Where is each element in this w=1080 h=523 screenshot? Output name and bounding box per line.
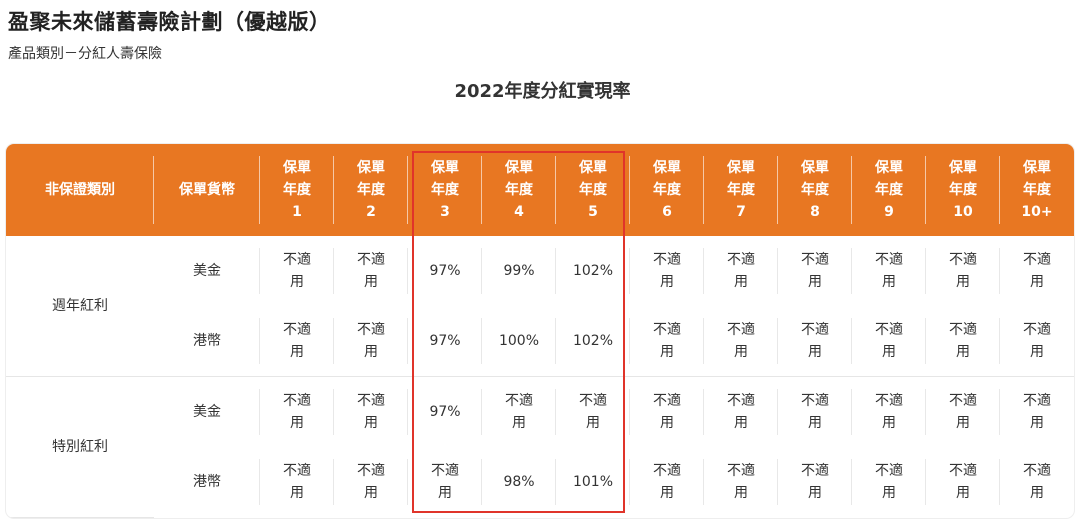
header-policy-year-11: 保單 年度 10+ [1000, 144, 1074, 236]
rate-cell-year-2: 不適用 [334, 447, 408, 517]
table-row: 週年紅利 美金 不適用不適用 97% 99% 102% 不適用不適用不適用不適用不適用不適用 [6, 236, 1074, 377]
header-policy-year-6: 保單 年度 6 [630, 144, 704, 236]
rate-cell-year-3: 97% [408, 306, 482, 377]
rate-cell-year-4: 99% [482, 236, 556, 306]
table-body: 週年紅利 美金 不適用不適用 97% 99% 102% 不適用不適用不適用不適用不適用不適用… [6, 236, 1074, 518]
header-category: 非保證類別 [6, 144, 154, 236]
row-currency: 美金 [154, 377, 260, 448]
rate-cell-year-11: 不適用 [1023, 393, 1051, 431]
rate-cell-year-3: 97% [408, 377, 482, 448]
header-policy-year-7: 保單 年度 7 [704, 144, 778, 236]
rate-cell-year-3: 不適用 [408, 447, 482, 517]
header-policy-year-4: 保單 年度 4 [482, 144, 556, 236]
row-category: 週年紅利 [6, 236, 154, 377]
rate-cell-year-8: 不適用 [778, 447, 852, 517]
rate-cell-year-4: 不適用 [482, 377, 556, 448]
rate-cell-year-7: 不適用 [704, 236, 778, 306]
rate-cell-year-9: 不適用 [852, 447, 926, 517]
product-category: 產品類別－分紅人壽保險 [8, 46, 162, 62]
row-currency: 港幣 [154, 306, 260, 377]
row-currency: 港幣 [154, 447, 260, 517]
header-policy-year-9: 保單 年度 9 [852, 144, 926, 236]
rate-cell-year-1: 不適用 [260, 447, 334, 517]
table-row: 港幣 不適用不適用不適用 98% 101% 不適用不適用不適用不適用不適用不適用 [6, 447, 1074, 517]
rate-cell-year-4: 98% [482, 447, 556, 517]
header-policy-year-3: 保單 年度 3 [408, 144, 482, 236]
row-category: 特別紅利 [6, 376, 154, 518]
rate-cell-year-7: 不適用 [704, 447, 778, 517]
rate-cell-year-3: 97% [408, 236, 482, 306]
rate-cell-year-10: 不適用 [926, 377, 1000, 448]
rate-cell-year-5: 102% [556, 236, 630, 306]
table-header-row: 非保證類別 保單貨幣 保單 年度 1 保單 年度 2 保單 年度 3 保單 年度 4 保單 年度 5 保單 年度… [6, 144, 1074, 236]
table-row: 特別紅利 美金 不適用不適用 97% 不適用不適用不適用不適用不適用不適用不適用不適用 [6, 376, 1074, 518]
rate-cell-year-6: 不適用 [630, 447, 704, 517]
rate-cell-year-7: 不適用 [704, 377, 778, 448]
dividend-rate-table: 非保證類別 保單貨幣 保單 年度 1 保單 年度 2 保單 年度 3 保單 年度 4 保單 年度 5 保單 年度… [6, 144, 1074, 518]
rate-cell-year-5: 不適用 [556, 377, 630, 448]
header-currency: 保單貨幣 [154, 144, 260, 236]
rate-cell-year-9: 不適用 [852, 306, 926, 377]
rate-cell-year-5: 102% [556, 306, 630, 377]
product-title: 盈聚未來儲蓄壽險計劃（優越版） [8, 10, 331, 34]
rate-cell-year-6: 不適用 [630, 306, 704, 377]
rate-cell-year-11: 不適用 [1023, 252, 1051, 290]
table-row: 港幣 不適用不適用 97% 100% 102% 不適用不適用不適用不適用不適用不適用 [6, 306, 1074, 377]
header-policy-year-5: 保單 年度 5 [556, 144, 630, 236]
rate-cell-year-9: 不適用 [852, 236, 926, 306]
rate-cell-year-8: 不適用 [778, 377, 852, 448]
header-policy-year-2: 保單 年度 2 [334, 144, 408, 236]
rate-cell-year-10: 不適用 [926, 236, 1000, 306]
rate-cell-year-8: 不適用 [778, 236, 852, 306]
rate-cell-year-1: 不適用 [260, 306, 334, 377]
rate-cell-year-1: 不適用 [260, 236, 334, 306]
rate-cell-year-2: 不適用 [334, 236, 408, 306]
rate-cell-year-8: 不適用 [778, 306, 852, 377]
rate-cell-year-2: 不適用 [334, 306, 408, 377]
rate-cell-year-11: 不適用 [1000, 306, 1074, 377]
rate-cell-year-4: 100% [482, 306, 556, 377]
rate-cell-year-2: 不適用 [334, 377, 408, 448]
rate-cell-year-1: 不適用 [260, 377, 334, 448]
header-policy-year-10: 保單 年度 10 [926, 144, 1000, 236]
rate-cell-year-7: 不適用 [704, 306, 778, 377]
rate-cell-year-9: 不適用 [852, 377, 926, 448]
rate-cell-year-6: 不適用 [630, 377, 704, 448]
rate-cell-year-10: 不適用 [926, 306, 1000, 377]
rate-cell-year-5: 101% [556, 447, 630, 517]
header-policy-year-8: 保單 年度 8 [778, 144, 852, 236]
dividend-rate-table-container: 非保證類別 保單貨幣 保單 年度 1 保單 年度 2 保單 年度 3 保單 年度 4 保單 年度 5 保單 年度… [6, 144, 1074, 518]
table-title: 2022年度分紅實現率 [454, 81, 631, 102]
rate-cell-year-6: 不適用 [630, 236, 704, 306]
rate-cell-year-10: 不適用 [926, 447, 1000, 517]
row-currency: 美金 [154, 236, 260, 306]
rate-cell-year-11: 不適用 [1023, 463, 1051, 501]
header-policy-year-1: 保單 年度 1 [260, 144, 334, 236]
